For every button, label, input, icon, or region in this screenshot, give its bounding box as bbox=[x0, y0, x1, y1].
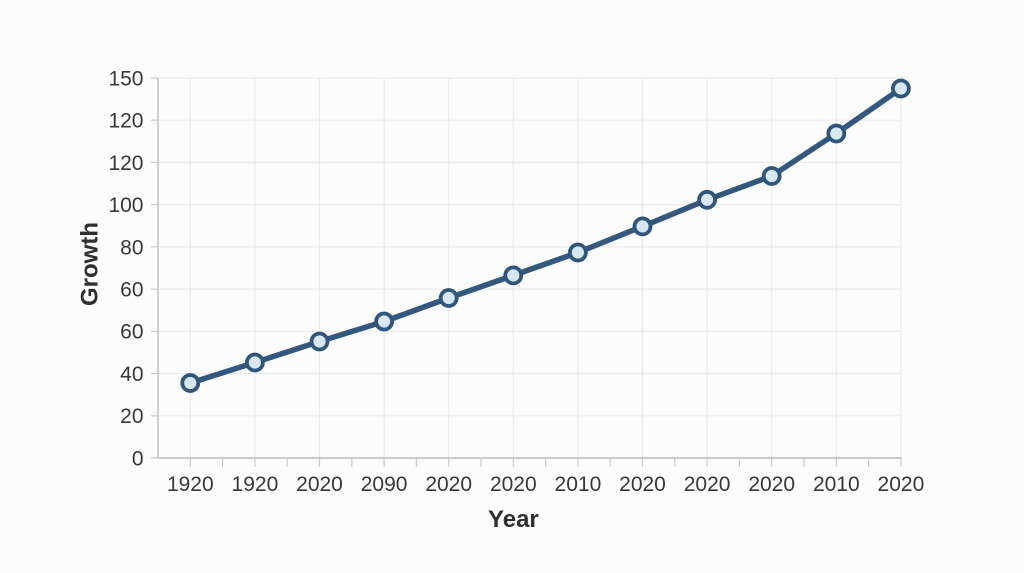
svg-text:2020: 2020 bbox=[748, 473, 795, 496]
svg-text:2020: 2020 bbox=[619, 473, 666, 496]
svg-text:60: 60 bbox=[120, 279, 143, 302]
svg-text:2090: 2090 bbox=[361, 473, 408, 496]
svg-text:2020: 2020 bbox=[490, 473, 537, 496]
svg-text:150: 150 bbox=[108, 67, 143, 90]
svg-text:2010: 2010 bbox=[555, 473, 602, 496]
svg-text:100: 100 bbox=[108, 194, 143, 217]
svg-text:60: 60 bbox=[120, 321, 143, 344]
svg-text:0: 0 bbox=[132, 447, 144, 470]
svg-text:120: 120 bbox=[108, 152, 143, 175]
svg-text:Growth: Growth bbox=[77, 222, 104, 306]
svg-text:1920: 1920 bbox=[232, 473, 279, 496]
svg-text:20: 20 bbox=[120, 405, 143, 428]
svg-text:2020: 2020 bbox=[296, 473, 343, 496]
svg-text:2020: 2020 bbox=[878, 473, 925, 496]
svg-text:120: 120 bbox=[108, 110, 143, 133]
svg-text:40: 40 bbox=[120, 363, 143, 386]
svg-text:2010: 2010 bbox=[813, 473, 860, 496]
svg-text:80: 80 bbox=[120, 236, 143, 259]
svg-text:1920: 1920 bbox=[167, 473, 214, 496]
svg-text:2020: 2020 bbox=[425, 473, 472, 496]
svg-text:2020: 2020 bbox=[684, 473, 731, 496]
svg-text:Year: Year bbox=[488, 506, 539, 533]
